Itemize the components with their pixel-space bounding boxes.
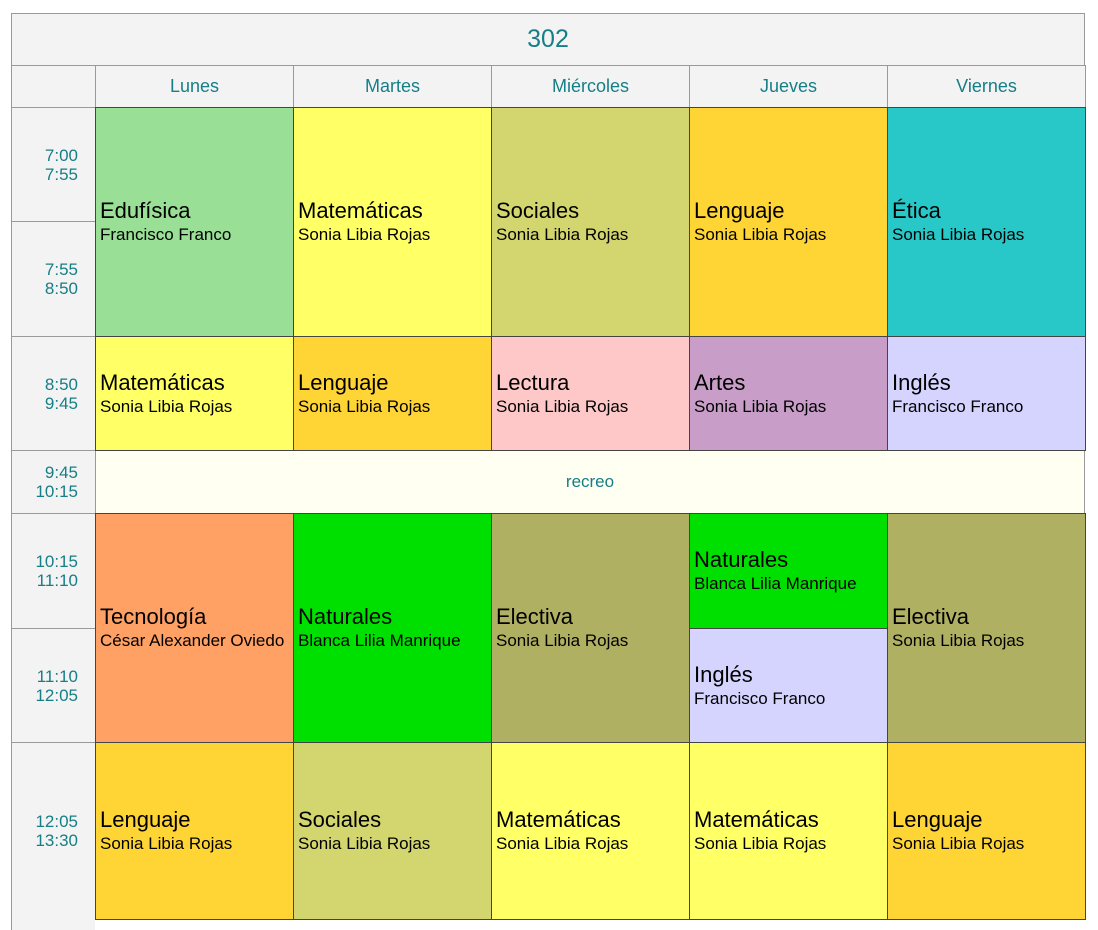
class-block: Edufísica Francisco Franco	[95, 107, 294, 337]
class-block: Inglés Francisco Franco	[887, 336, 1086, 451]
time-start: 8:50	[44, 374, 78, 394]
teacher-name: Francisco Franco	[100, 225, 232, 244]
class-block: Sociales Sonia Libia Rojas	[293, 742, 492, 920]
class-block: Tecnología César Alexander Oviedo	[95, 513, 294, 743]
subject-name: Electiva	[496, 604, 574, 629]
time-slot: 7:00 7:55	[11, 107, 96, 222]
time-start: 12:05	[35, 812, 78, 831]
class-block: Lenguaje Sonia Libia Rojas	[95, 742, 294, 920]
time-slot: 12:05 13:30	[11, 742, 96, 920]
timetable-grid: 302 Lunes Martes Miércoles Jueves Viernes 7:0…	[11, 13, 1086, 930]
class-block: Lenguaje Sonia Libia Rojas	[689, 107, 888, 337]
class-block: Naturales Blanca Lilia Manrique	[293, 513, 492, 743]
class-block: Electiva Sonia Libia Rojas	[887, 513, 1086, 743]
time-slot: 9:45 10:15	[11, 450, 96, 514]
time-start: 10:15	[35, 552, 78, 571]
subject-name: Edufísica	[100, 198, 191, 223]
teacher-name: Sonia Libia Rojas	[892, 631, 1025, 650]
teacher-name: Sonia Libia Rojas	[298, 396, 431, 416]
subject-name: Artes	[694, 369, 746, 395]
class-block: Lenguaje Sonia Libia Rojas	[293, 336, 492, 451]
time-slot: 8:50 9:45	[11, 336, 96, 451]
class-block: Lectura Sonia Libia Rojas	[491, 336, 690, 451]
teacher-name: Francisco Franco	[892, 396, 1024, 416]
teacher-name: Sonia Libia Rojas	[496, 225, 629, 244]
time-end: 11:10	[36, 571, 78, 590]
class-block: Inglés Francisco Franco	[689, 628, 888, 743]
subject-name: Tecnología	[100, 604, 207, 629]
class-block: Naturales Blanca Lilia Manrique	[689, 513, 888, 629]
subject-name: Ética	[892, 198, 941, 223]
subject-name: Electiva	[892, 604, 970, 629]
teacher-name: Francisco Franco	[694, 688, 826, 708]
class-block: Matemáticas Sonia Libia Rojas	[95, 336, 294, 451]
class-block: Ética Sonia Libia Rojas	[887, 107, 1086, 337]
teacher-name: Sonia Libia Rojas	[496, 631, 629, 650]
subject-name: Matemáticas	[496, 807, 621, 832]
teacher-name: Sonia Libia Rojas	[298, 834, 431, 853]
day-header: Miércoles	[491, 65, 690, 108]
time-slot: 7:55 8:50	[11, 221, 96, 337]
subject-name: Inglés	[892, 369, 951, 395]
time-start: 7:55	[44, 260, 78, 279]
day-header: Viernes	[887, 65, 1086, 108]
time-end: 12:05	[35, 685, 78, 705]
subject-name: Inglés	[694, 661, 753, 687]
time-slot: 10:15 11:10	[11, 513, 96, 629]
class-block: Matemáticas Sonia Libia Rojas	[491, 742, 690, 920]
class-block: Electiva Sonia Libia Rojas	[491, 513, 690, 743]
teacher-name: Sonia Libia Rojas	[694, 396, 827, 416]
class-block: Artes Sonia Libia Rojas	[689, 336, 888, 451]
time-slot: 11:10 12:05	[11, 628, 96, 743]
teacher-name: Sonia Libia Rojas	[298, 225, 431, 244]
time-start: 7:00	[44, 145, 78, 165]
teacher-name: Sonia Libia Rojas	[892, 225, 1025, 244]
time-end: 13:30	[35, 831, 78, 850]
teacher-name: Sonia Libia Rojas	[100, 396, 233, 416]
time-start: 9:45	[44, 463, 78, 482]
time-end: 7:55	[44, 164, 78, 184]
day-header: Martes	[293, 65, 492, 108]
trailing-row	[11, 919, 95, 930]
teacher-name: Blanca Lilia Manrique	[694, 574, 857, 593]
teacher-name: Blanca Lilia Manrique	[298, 631, 461, 650]
teacher-name: Sonia Libia Rojas	[496, 396, 629, 416]
subject-name: Matemáticas	[694, 807, 819, 832]
subject-name: Sociales	[496, 198, 580, 223]
corner-cell	[11, 65, 96, 108]
subject-name: Lenguaje	[100, 807, 191, 832]
subject-name: Sociales	[298, 807, 382, 832]
day-header: Lunes	[95, 65, 294, 108]
time-start: 11:10	[36, 666, 78, 686]
timetable-title: 302	[11, 13, 1085, 66]
subject-name: Lenguaje	[892, 807, 983, 832]
teacher-name: Sonia Libia Rojas	[694, 834, 827, 853]
subject-name: Naturales	[298, 604, 393, 629]
time-end: 8:50	[44, 279, 78, 298]
teacher-name: Sonia Libia Rojas	[892, 834, 1025, 853]
subject-name: Matemáticas	[100, 369, 225, 395]
class-block: Matemáticas Sonia Libia Rojas	[293, 107, 492, 337]
teacher-name: César Alexander Oviedo	[100, 631, 285, 650]
subject-name: Lenguaje	[694, 198, 785, 223]
time-end: 10:15	[35, 482, 78, 501]
subject-name: Naturales	[694, 547, 789, 572]
teacher-name: Sonia Libia Rojas	[694, 225, 827, 244]
teacher-name: Sonia Libia Rojas	[496, 834, 629, 853]
teacher-name: Sonia Libia Rojas	[100, 834, 233, 853]
subject-name: Lectura	[496, 369, 570, 395]
day-header: Jueves	[689, 65, 888, 108]
subject-name: Matemáticas	[298, 198, 423, 223]
class-block: Lenguaje Sonia Libia Rojas	[887, 742, 1086, 920]
break-row: recreo	[95, 450, 1085, 514]
class-block: Sociales Sonia Libia Rojas	[491, 107, 690, 337]
time-end: 9:45	[44, 393, 78, 413]
subject-name: Lenguaje	[298, 369, 389, 395]
class-block: Matemáticas Sonia Libia Rojas	[689, 742, 888, 920]
